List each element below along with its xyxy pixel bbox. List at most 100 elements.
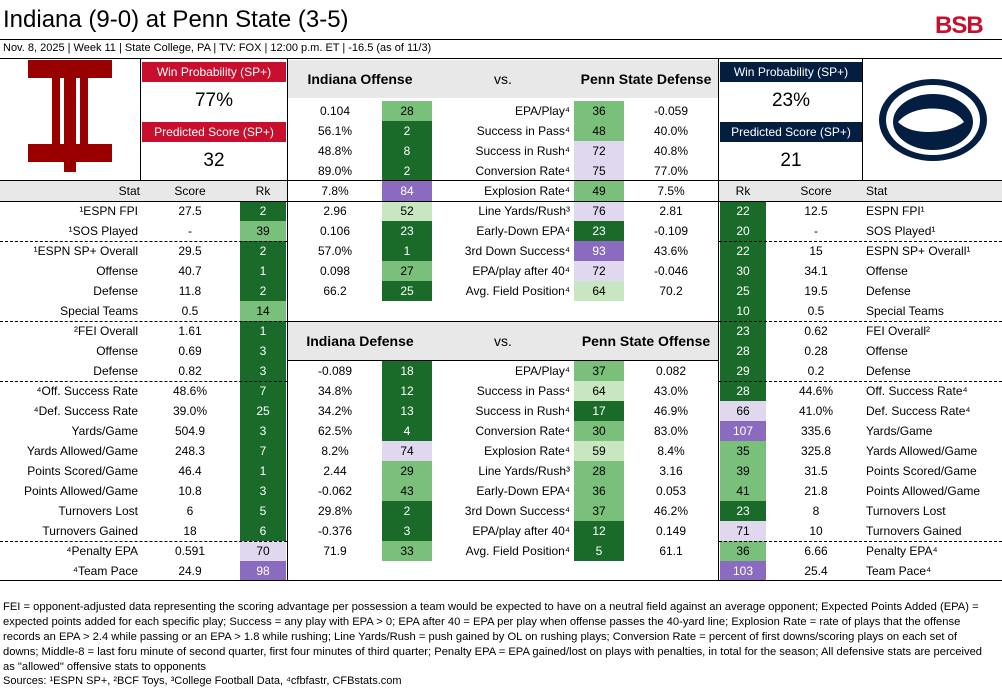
matchup-right-value: 8.4% — [657, 444, 685, 458]
right-stat-rank: 20 — [720, 221, 766, 241]
matchup-left-rank: 2 — [382, 121, 432, 141]
matchup-right-value: 40.0% — [653, 124, 689, 138]
matchup-stat-label: Success in Pass⁴ — [476, 124, 570, 138]
matchup-left-rank: 25 — [382, 281, 432, 301]
left-stat-score: 6 — [186, 504, 194, 518]
left-stat-rank: 98 — [240, 561, 286, 581]
left-stat-score: 40.7 — [178, 264, 202, 278]
right-stat-score: 0.62 — [804, 324, 828, 338]
right-stat-rank: 10 — [720, 301, 766, 321]
matchup-left-value: 0.106 — [319, 224, 351, 238]
matchup-right-value: 46.2% — [653, 504, 689, 518]
matchup-right-rank: 64 — [574, 281, 624, 301]
sources: Sources: ¹ESPN SP+, ²BCF Toys, ³College … — [3, 675, 402, 687]
right-stat-label: Yards Allowed/Game — [866, 444, 978, 458]
matchup-right-value: 61.1 — [659, 544, 683, 558]
matchup-stat-label: EPA/Play⁴ — [515, 104, 570, 118]
left-stat-label: ¹ESPN SP+ Overall — [33, 244, 138, 258]
matchup-left-value: -0.376 — [317, 524, 353, 538]
matchup-right-value: 0.053 — [655, 484, 687, 498]
matchup-right-rank: 72 — [574, 261, 624, 281]
left-stat-label: ⁴Penalty EPA — [66, 544, 138, 558]
matchup-left-rank: 33 — [382, 541, 432, 561]
matchup-right-value: 43.6% — [653, 244, 689, 258]
left-stat-label: Yards/Game — [71, 424, 138, 438]
left-stat-rank: 1 — [240, 261, 286, 281]
right-stat-rank: 103 — [720, 561, 766, 581]
right-stat-label: Points Scored/Game — [866, 464, 977, 478]
matchup-right-rank: 72 — [574, 141, 624, 161]
matchup-left-rank: 4 — [382, 421, 432, 441]
left-stat-rank: 39 — [240, 221, 286, 241]
matchup-right-rank: 37 — [574, 361, 624, 381]
matchup-stat-label: EPA/Play⁴ — [515, 364, 570, 378]
left-stat-score: 48.6% — [172, 384, 208, 398]
matchup-stat-label: Success in Rush⁴ — [475, 144, 570, 158]
left-stat-score: 1.61 — [178, 324, 202, 338]
left-stat-label: Turnovers Lost — [58, 504, 138, 518]
matchup-right-value: 77.0% — [653, 164, 689, 178]
right-stat-rank: 28 — [720, 341, 766, 361]
left-stat-rank: 14 — [240, 301, 286, 321]
matchup-left-value: 71.9 — [323, 544, 347, 558]
left-stat-label: Turnovers Gained — [42, 524, 138, 538]
right-rk-header: Rk — [735, 184, 751, 198]
matchup-right-value: -0.059 — [653, 104, 689, 118]
right-stat-label: Turnovers Lost — [866, 504, 946, 518]
matchup-left-value: 89.0% — [317, 164, 353, 178]
left-stat-label: Points Scored/Game — [27, 464, 138, 478]
right-stat-score: 34.1 — [804, 264, 828, 278]
left-stat-label: ⁴Off. Success Rate — [36, 384, 138, 398]
matchup-stat-label: Success in Rush⁴ — [475, 404, 570, 418]
right-stat-rank: 36 — [720, 541, 766, 561]
right-stat-rank: 28 — [720, 381, 766, 401]
psu-defense-header: Penn State Defense — [574, 60, 718, 98]
matchup-right-rank: 17 — [574, 401, 624, 421]
right-stat-label: Offense — [866, 264, 908, 278]
psu-offense-header: Penn State Offense — [574, 322, 718, 360]
right-stat-rank: 35 — [720, 441, 766, 461]
left-stat-label: Special Teams — [60, 304, 138, 318]
matchup-left-rank: 2 — [382, 161, 432, 181]
matchup-right-rank: 5 — [574, 541, 624, 561]
matchup-stat-label: 3rd Down Success⁴ — [464, 244, 570, 258]
right-stat-score: 41.0% — [798, 404, 834, 418]
left-stat-rank: 1 — [240, 461, 286, 481]
right-stat-label: FEI Overall² — [866, 324, 931, 338]
left-wp-label: Win Probability (SP+) — [142, 62, 286, 82]
left-stat-score: 24.9 — [178, 564, 202, 578]
left-ps-label: Predicted Score (SP+) — [142, 122, 286, 142]
matchup-right-value: 7.5% — [657, 184, 685, 198]
matchup-stat-label: 3rd Down Success⁴ — [464, 504, 570, 518]
vs-label: vs. — [432, 322, 574, 360]
matchup-left-value: 66.2 — [323, 284, 347, 298]
left-stat-score: 39.0% — [172, 404, 208, 418]
left-stat-label: Yards Allowed/Game — [26, 444, 138, 458]
matchup-stat-label: Avg. Field Position⁴ — [465, 284, 570, 298]
right-stat-score: 6.66 — [804, 544, 828, 558]
left-stat-rank: 2 — [240, 281, 286, 301]
right-stat-score: 325.8 — [800, 444, 832, 458]
right-stat-score: 12.5 — [804, 204, 828, 218]
matchup-right-rank: 64 — [574, 381, 624, 401]
right-stat-score: 25.4 — [804, 564, 828, 578]
matchup-left-rank: 2 — [382, 501, 432, 521]
left-stat-rank: 2 — [240, 241, 286, 261]
right-stat-rank: 107 — [720, 421, 766, 441]
matchup-right-value: 0.082 — [655, 364, 687, 378]
game-info: Nov. 8, 2025 | Week 11 | State College, … — [3, 42, 432, 54]
matchup-left-value: 62.5% — [317, 424, 353, 438]
matchup-stat-label: Line Yards/Rush³ — [478, 464, 570, 478]
right-wp-label: Win Probability (SP+) — [720, 62, 862, 82]
right-stat-rank: 71 — [720, 521, 766, 541]
matchup-left-value: 34.8% — [317, 384, 353, 398]
right-stat-header: Stat — [866, 184, 888, 198]
matchup-left-rank: 1 — [382, 241, 432, 261]
right-ps-value: 21 — [780, 150, 802, 171]
matchup-left-value: -0.089 — [317, 364, 353, 378]
matchup-right-value: 46.9% — [653, 404, 689, 418]
right-stat-label: Penalty EPA⁴ — [866, 544, 938, 558]
matchup-right-rank: 49 — [574, 181, 624, 201]
left-stat-rank: 2 — [240, 201, 286, 221]
left-stat-label: ⁴Def. Success Rate — [33, 404, 138, 418]
